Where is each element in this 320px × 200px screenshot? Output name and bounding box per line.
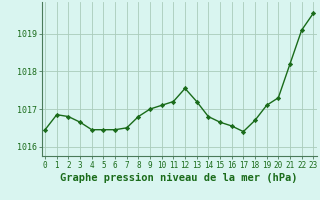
X-axis label: Graphe pression niveau de la mer (hPa): Graphe pression niveau de la mer (hPa) [60,173,298,183]
